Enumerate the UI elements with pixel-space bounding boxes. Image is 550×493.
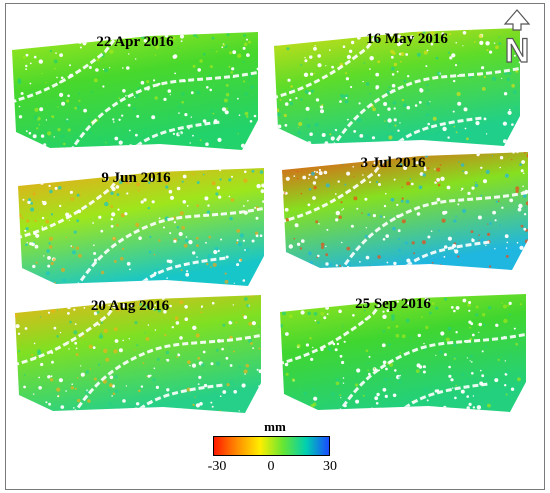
colorbar-mid-label: 0 (267, 459, 275, 474)
north-arrow-label: N (505, 32, 530, 66)
deformation-map (12, 32, 258, 150)
north-arrow-icon: N (503, 9, 531, 66)
deformation-map (280, 294, 526, 412)
map-panel: 16 May 2016 (272, 28, 522, 148)
map-panel: 22 Apr 2016 (10, 32, 260, 152)
deformation-map (15, 295, 261, 413)
panel-date-label: 25 Sep 2016 (355, 296, 431, 312)
panel-date-label: 16 May 2016 (366, 31, 448, 47)
colorbar-min-label: -30 (207, 459, 227, 474)
deformation-map (282, 152, 528, 270)
colorbar-max-label: 30 (323, 459, 337, 474)
panel-date-label: 22 Apr 2016 (96, 34, 174, 50)
deformation-map (274, 28, 520, 146)
colorbar (213, 436, 330, 456)
deformation-map (18, 168, 264, 286)
map-panel: 20 Aug 2016 (13, 295, 263, 415)
panel-date-label: 20 Aug 2016 (90, 298, 170, 314)
panel-date-label: 3 Jul 2016 (360, 155, 426, 171)
map-panel: 25 Sep 2016 (278, 294, 528, 414)
panel-date-label: 9 Jun 2016 (101, 170, 171, 186)
map-panel: 9 Jun 2016 (16, 168, 266, 288)
map-panel: 3 Jul 2016 (280, 152, 530, 272)
colorbar-unit: mm (264, 419, 286, 434)
